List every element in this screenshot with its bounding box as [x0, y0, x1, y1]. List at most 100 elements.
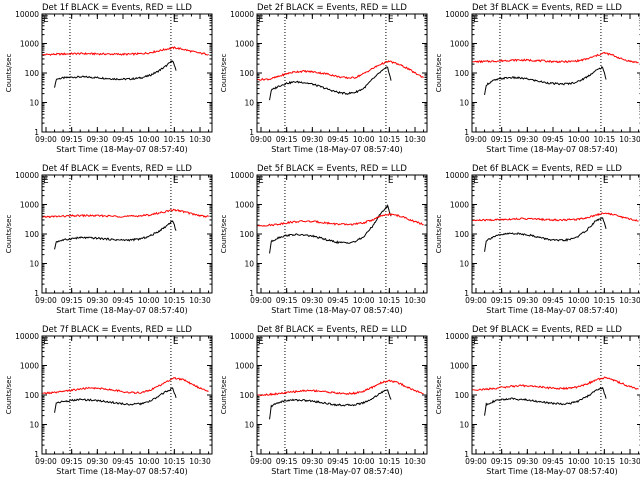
chart-panel-7: Det 7f BLACK = Events, RED = LLD 1 10 100 10… — [5, 325, 213, 476]
chart-panel-4: Det 4f BLACK = Events, RED = LLD 1 10 100 10… — [5, 164, 213, 315]
y-tick-label: 10000 — [445, 332, 469, 341]
lld-trace — [42, 46, 209, 57]
chart-title: Det 2f BLACK = Events, RED = LLD — [257, 3, 407, 13]
chart-title: Det 6f BLACK = Events, RED = LLD — [472, 164, 622, 174]
x-tick-label: 10:30 — [619, 457, 640, 466]
x-tick-label: 09:15 — [491, 296, 513, 305]
x-axis-label: Start Time (18-May-07 08:57:40) — [486, 467, 617, 476]
plot-frame — [256, 174, 428, 294]
lld-trace — [472, 212, 639, 222]
x-tick-label: 10:15 — [594, 296, 616, 305]
y-tick-label: 1 — [249, 289, 254, 298]
x-axis-label: Start Time (18-May-07 08:57:40) — [56, 467, 187, 476]
y-tick-label: 1 — [249, 128, 254, 137]
chart-title: Det 5f BLACK = Events, RED = LLD — [257, 164, 407, 174]
x-tick-label: 10:30 — [619, 296, 640, 305]
y-tick-label: 100 — [240, 69, 255, 78]
y-tick-label: 10000 — [230, 332, 254, 341]
segment-marker-start: E — [473, 15, 479, 25]
events-trace — [54, 59, 177, 88]
x-tick-label: 10:15 — [164, 296, 186, 305]
x-axis-label: Start Time (18-May-07 08:57:40) — [271, 145, 402, 154]
x-tick-label: 10:00 — [353, 457, 375, 466]
plot-frame — [256, 13, 428, 133]
x-axis-label: Start Time (18-May-07 08:57:40) — [486, 306, 617, 315]
plot-frame — [471, 174, 640, 294]
chart-panel-2: Det 2f BLACK = Events, RED = LLD 1 10 100 10… — [220, 3, 428, 154]
chart-title: Det 8f BLACK = Events, RED = LLD — [257, 325, 407, 335]
y-tick-label: 100 — [240, 230, 255, 239]
y-tick-label: 10 — [244, 260, 254, 269]
y-tick-label: 10000 — [230, 171, 254, 180]
segment-marker-start: E — [258, 176, 264, 186]
x-tick-label: 09:15 — [276, 296, 298, 305]
y-tick-label: 1 — [34, 450, 39, 459]
x-tick-label: 09:15 — [276, 135, 298, 144]
y-tick-label: 10 — [29, 99, 39, 108]
lld-trace — [42, 376, 209, 395]
x-tick-label: 09:30 — [517, 135, 539, 144]
y-tick-label: 1000 — [20, 201, 39, 210]
y-axis-label: Counts/sec — [220, 376, 228, 415]
segment-marker-start: E — [43, 337, 49, 347]
segment-marker-start: E — [473, 176, 479, 186]
y-tick-label: 10000 — [230, 10, 254, 19]
x-tick-label: 09:30 — [302, 296, 324, 305]
y-axis-label: Counts/sec — [435, 54, 443, 93]
x-tick-label: 10:00 — [568, 135, 590, 144]
y-tick-label: 1 — [464, 128, 469, 137]
y-tick-label: 1000 — [20, 40, 39, 49]
events-trace — [484, 65, 607, 96]
x-tick-label: 10:00 — [353, 296, 375, 305]
x-tick-label: 10:15 — [379, 457, 401, 466]
x-axis-label: Start Time (18-May-07 08:57:40) — [271, 306, 402, 315]
x-tick-label: 10:15 — [594, 457, 616, 466]
y-tick-label: 100 — [25, 69, 40, 78]
y-axis-label: Counts/sec — [435, 215, 443, 254]
segment-marker-end: E — [388, 15, 394, 25]
y-axis-label: Counts/sec — [5, 376, 13, 415]
y-tick-label: 1000 — [450, 40, 469, 49]
x-tick-label: 09:30 — [517, 296, 539, 305]
x-tick-label: 09:30 — [302, 135, 324, 144]
x-tick-label: 10:30 — [189, 296, 211, 305]
x-tick-label: 10:00 — [138, 457, 160, 466]
x-axis-label: Start Time (18-May-07 08:57:40) — [486, 145, 617, 154]
x-tick-label: 09:45 — [112, 296, 134, 305]
x-tick-label: 09:15 — [61, 135, 83, 144]
x-tick-label: 10:30 — [404, 296, 426, 305]
x-tick-label: 09:15 — [276, 457, 298, 466]
x-tick-label: 09:45 — [542, 135, 564, 144]
x-axis-label: Start Time (18-May-07 08:57:40) — [56, 145, 187, 154]
y-tick-label: 10 — [244, 99, 254, 108]
events-trace — [54, 220, 177, 250]
segment-marker-end: E — [603, 337, 609, 347]
chart-panel-8: Det 8f BLACK = Events, RED = LLD 1 10 100 10… — [220, 325, 428, 476]
y-tick-label: 1 — [34, 289, 39, 298]
y-axis-label: Counts/sec — [220, 54, 228, 93]
y-tick-label: 100 — [455, 230, 470, 239]
chart-title: Det 3f BLACK = Events, RED = LLD — [472, 3, 622, 13]
lld-trace — [472, 51, 639, 64]
x-tick-label: 09:00 — [250, 135, 272, 144]
y-tick-label: 1000 — [235, 201, 254, 210]
events-trace — [269, 204, 392, 254]
y-tick-label: 10000 — [445, 10, 469, 19]
plot-frame — [41, 174, 213, 294]
x-tick-label: 10:00 — [138, 135, 160, 144]
segment-marker-start: E — [43, 15, 49, 25]
plot-frame — [256, 335, 428, 455]
y-tick-label: 100 — [455, 391, 470, 400]
x-tick-label: 09:30 — [87, 135, 109, 144]
lld-trace — [472, 376, 639, 391]
x-tick-label: 10:00 — [568, 296, 590, 305]
x-tick-label: 09:30 — [517, 457, 539, 466]
y-tick-label: 1 — [34, 128, 39, 137]
plot-frame — [471, 13, 640, 133]
y-tick-label: 1000 — [450, 362, 469, 371]
x-tick-label: 10:15 — [379, 135, 401, 144]
y-tick-label: 1000 — [235, 362, 254, 371]
x-tick-label: 10:30 — [619, 135, 640, 144]
x-tick-label: 10:30 — [189, 135, 211, 144]
